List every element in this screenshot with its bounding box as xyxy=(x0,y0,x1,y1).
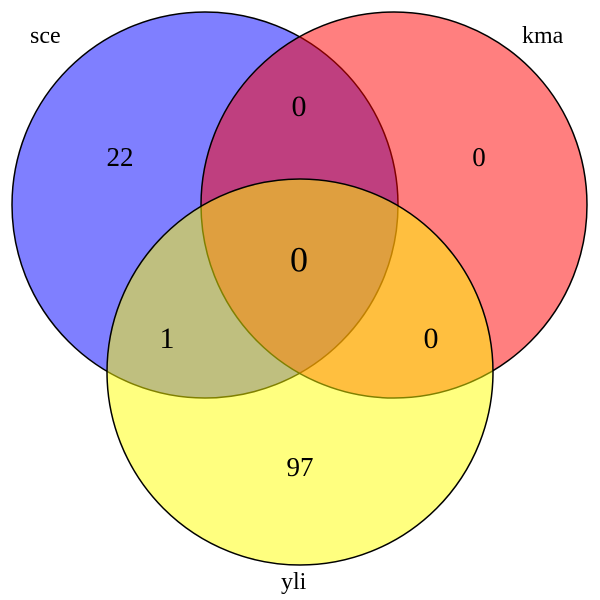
count-kma-only: 0 xyxy=(472,142,486,172)
count-yli-only: 97 xyxy=(287,452,314,482)
set-label-sce: sce xyxy=(30,23,61,49)
count-sce-only: 22 xyxy=(107,142,134,172)
count-kma-yli: 0 xyxy=(424,322,439,355)
count-sce-yli: 1 xyxy=(160,322,175,355)
set-label-kma: kma xyxy=(522,23,564,49)
count-sce-kma: 0 xyxy=(292,90,307,123)
set-label-yli: yli xyxy=(281,569,307,595)
set-circle-yli xyxy=(106,178,494,566)
count-all: 0 xyxy=(290,239,308,279)
